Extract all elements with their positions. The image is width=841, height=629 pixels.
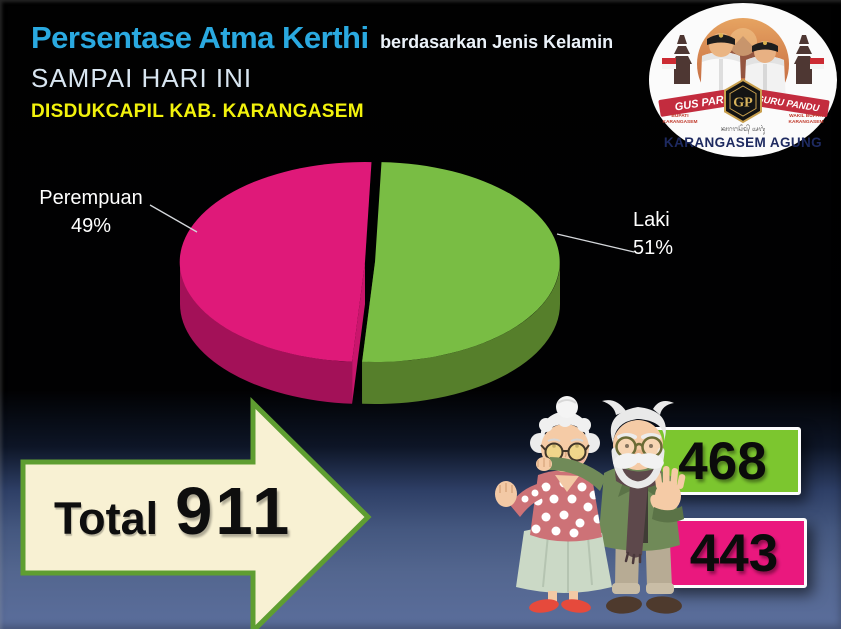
callout-perempuan-pct: 49% [70, 215, 112, 237]
elderly-couple-illustration [495, 396, 686, 614]
role-left-line1: BUPATI [671, 113, 689, 119]
temple-right-icon [794, 35, 814, 84]
role-right-line2: KARANGASEM [789, 119, 824, 125]
pie-slice-laki [362, 162, 560, 405]
grandpa-arm [536, 457, 606, 491]
header: Persentase Atma Kerthi berdasarkan Jenis… [31, 20, 631, 123]
title-suffix: berdasarkan Jenis Kelamin [380, 32, 614, 52]
count-box-perempuan: 443 [661, 518, 807, 588]
page-title: Persentase Atma Kerthi berdasarkan Jenis… [31, 20, 631, 56]
callout-laki-name: Laki [633, 209, 670, 231]
karangasem-logo: GUS PAR GURU PANDU GP BUPATI KARANGASEM … [649, 3, 837, 157]
gp-monogram-text: GP [733, 96, 753, 111]
callout-laki: Laki 51% [633, 206, 723, 262]
leader-line-perempuan [149, 204, 198, 233]
callout-laki-pct: 51% [633, 237, 674, 259]
org-name: DISDUKCAPIL KAB. KARANGASEM [31, 101, 364, 122]
subtitle: SAMPAI HARI INI [31, 63, 253, 93]
leader-line-laki [556, 233, 635, 253]
total-value: 911 [175, 474, 293, 549]
total-label: Total [54, 493, 159, 544]
pie-slice-perempuan [179, 162, 372, 404]
gp-monogram: GP [724, 78, 762, 124]
grandma [495, 396, 612, 613]
temple-left-icon [672, 35, 692, 84]
grandpa [598, 400, 686, 614]
official-left [700, 33, 742, 104]
flag-left-icon [662, 58, 676, 69]
balinese-script-text: ᬓᬭᬗᬲᭂᬫ᭄ ᬅᬕᬸᬂ [721, 124, 766, 135]
role-left-line2: KARANGASEM [663, 119, 698, 125]
flag-right-icon [810, 58, 824, 69]
ribbon-left: GUS PAR [658, 87, 740, 117]
role-right-line1: WAKIL BUPATI [789, 113, 824, 119]
callout-perempuan-name: Perempuan [39, 187, 143, 209]
logo-bottom-text: KARANGASEM AGUNG [664, 135, 822, 150]
callout-perempuan: Perempuan 49% [26, 184, 156, 240]
total-arrow [20, 397, 372, 629]
title-main: Persentase Atma Kerthi [31, 20, 369, 55]
total-group: Total 911 [54, 478, 292, 545]
